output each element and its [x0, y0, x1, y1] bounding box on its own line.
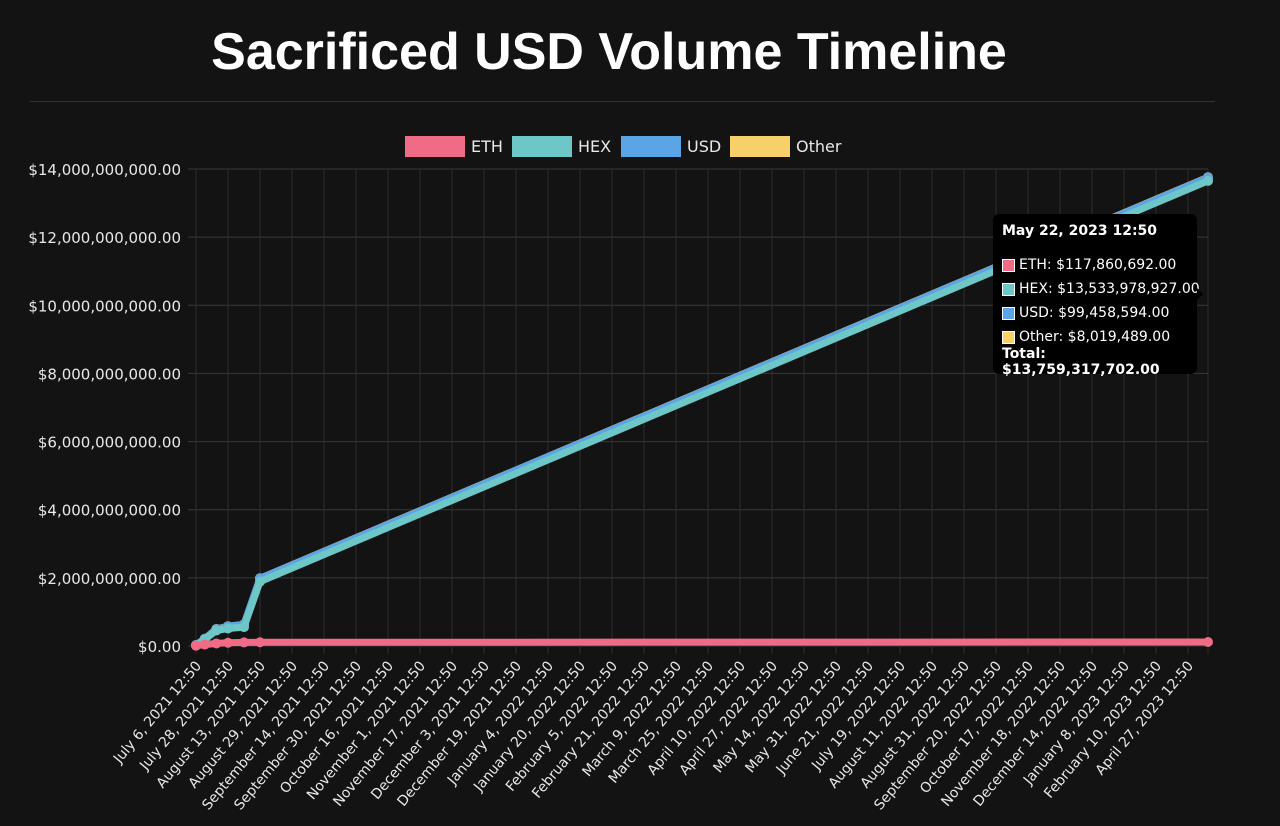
title-divider — [30, 101, 1215, 102]
tooltip-swatch-hex — [1002, 282, 1015, 296]
tooltip-label-hex: HEX: $13,533,978,927.00 — [1019, 281, 1200, 297]
tooltip-label-usd: USD: $99,458,594.00 — [1019, 305, 1170, 321]
data-point-hex — [211, 625, 222, 636]
tooltip-swatch-other — [1002, 330, 1015, 344]
tooltip-label-eth: ETH: $117,860,692.00 — [1019, 257, 1177, 273]
data-point-eth — [223, 637, 233, 648]
data-point-hex — [255, 576, 265, 587]
y-tick-label: $2,000,000,000.00 — [38, 570, 181, 588]
legend-swatch-hex — [512, 136, 572, 157]
legend-swatch-usd — [621, 136, 681, 157]
y-tick-label: $8,000,000,000.00 — [38, 365, 181, 383]
data-point-eth — [1203, 636, 1213, 647]
tooltip-row-eth: ETH: $117,860,692.00 — [1002, 256, 1176, 274]
chart-tooltip: May 22, 2023 12:50 ETH: $117,860,692.00 … — [993, 214, 1200, 378]
data-point-eth — [211, 638, 222, 649]
y-tick-label: $10,000,000,000.00 — [28, 297, 181, 315]
data-point-eth — [199, 639, 210, 650]
legend-label-usd: USD — [687, 137, 721, 156]
y-tick-label: $12,000,000,000.00 — [28, 229, 181, 247]
tooltip-caret — [1197, 288, 1203, 300]
data-point-eth — [191, 640, 201, 651]
series-line-eth — [192, 638, 1212, 650]
tooltip-row-hex: HEX: $13,533,978,927.00 — [1002, 280, 1200, 298]
chart-title: Sacrificed USD Volume Timeline — [211, 23, 1007, 81]
tooltip-swatch-usd — [1002, 306, 1015, 320]
y-tick-label: $4,000,000,000.00 — [38, 502, 181, 520]
tooltip-swatch-eth — [1002, 258, 1015, 272]
tooltip-total: Total: $13,759,317,702.00 — [1002, 346, 1160, 378]
data-point-eth — [255, 637, 265, 648]
legend-label-eth: ETH — [471, 137, 503, 156]
legend-label-hex: HEX — [578, 137, 611, 156]
tooltip-label-other: Other: $8,019,489.00 — [1019, 329, 1171, 345]
tooltip-row-usd: USD: $99,458,594.00 — [1002, 304, 1169, 322]
tooltip-row-other: Other: $8,019,489.00 — [1002, 328, 1170, 346]
legend-swatch-other — [730, 136, 790, 157]
y-tick-label: $14,000,000,000.00 — [28, 161, 181, 179]
y-tick-label: $0.00 — [138, 638, 181, 656]
legend-swatch-eth — [405, 136, 465, 157]
data-point-hex — [239, 622, 249, 633]
tooltip-title: May 22, 2023 12:50 — [1002, 223, 1158, 239]
data-point-hex — [223, 623, 233, 634]
y-tick-label: $6,000,000,000.00 — [38, 434, 181, 452]
data-point-eth — [239, 637, 249, 648]
legend-label-other: Other — [796, 137, 842, 156]
data-point-hex — [1203, 175, 1213, 186]
